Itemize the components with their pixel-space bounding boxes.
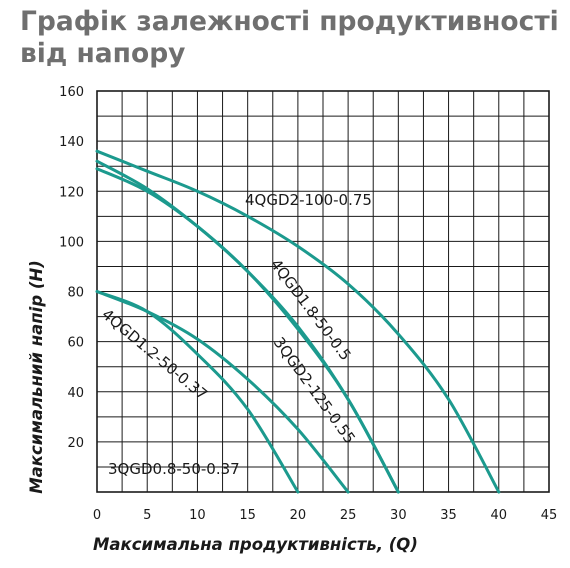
x-tick-label: 30 bbox=[390, 508, 407, 523]
series-line-4qgd1-2-50-0-37 bbox=[95, 290, 350, 494]
series-label: 3QGD0.8-50-0.37 bbox=[108, 460, 240, 478]
x-tick-label: 15 bbox=[239, 508, 256, 523]
x-axis-title: Максимальна продуктивність, (Q) bbox=[93, 535, 418, 554]
x-tick-label: 20 bbox=[290, 508, 307, 523]
x-tick-label: 25 bbox=[340, 508, 357, 523]
x-tick-label: 45 bbox=[541, 508, 558, 523]
y-tick-label: 160 bbox=[59, 85, 84, 100]
x-tick-label: 5 bbox=[143, 508, 151, 523]
y-tick-label: 120 bbox=[59, 185, 84, 200]
y-tick-label: 20 bbox=[67, 436, 84, 451]
x-tick-label: 35 bbox=[440, 508, 457, 523]
y-tick-label: 40 bbox=[67, 386, 84, 401]
y-tick-label: 80 bbox=[67, 286, 84, 301]
tick-labels: 0 5 10 15 20 25 30 35 40 45 20 40 60 80 100 120 140 160 bbox=[59, 85, 557, 523]
x-tick-label: 10 bbox=[189, 508, 206, 523]
x-tick-label: 0 bbox=[93, 508, 101, 523]
y-axis-title: Максимальний напір (H) bbox=[27, 260, 46, 494]
y-tick-label: 140 bbox=[59, 135, 84, 150]
series-lines bbox=[95, 149, 501, 494]
x-tick-label: 40 bbox=[491, 508, 508, 523]
series-label: 4QGD2-100-0.75 bbox=[245, 191, 372, 209]
series-line-3qgd2-125-0-55 bbox=[95, 159, 400, 494]
page-title: Графік залежності продуктивності від нап… bbox=[20, 6, 559, 69]
y-tick-label: 60 bbox=[67, 336, 84, 351]
series-line-4qgd2-100-0-75 bbox=[95, 149, 501, 494]
y-tick-label: 100 bbox=[59, 235, 84, 250]
